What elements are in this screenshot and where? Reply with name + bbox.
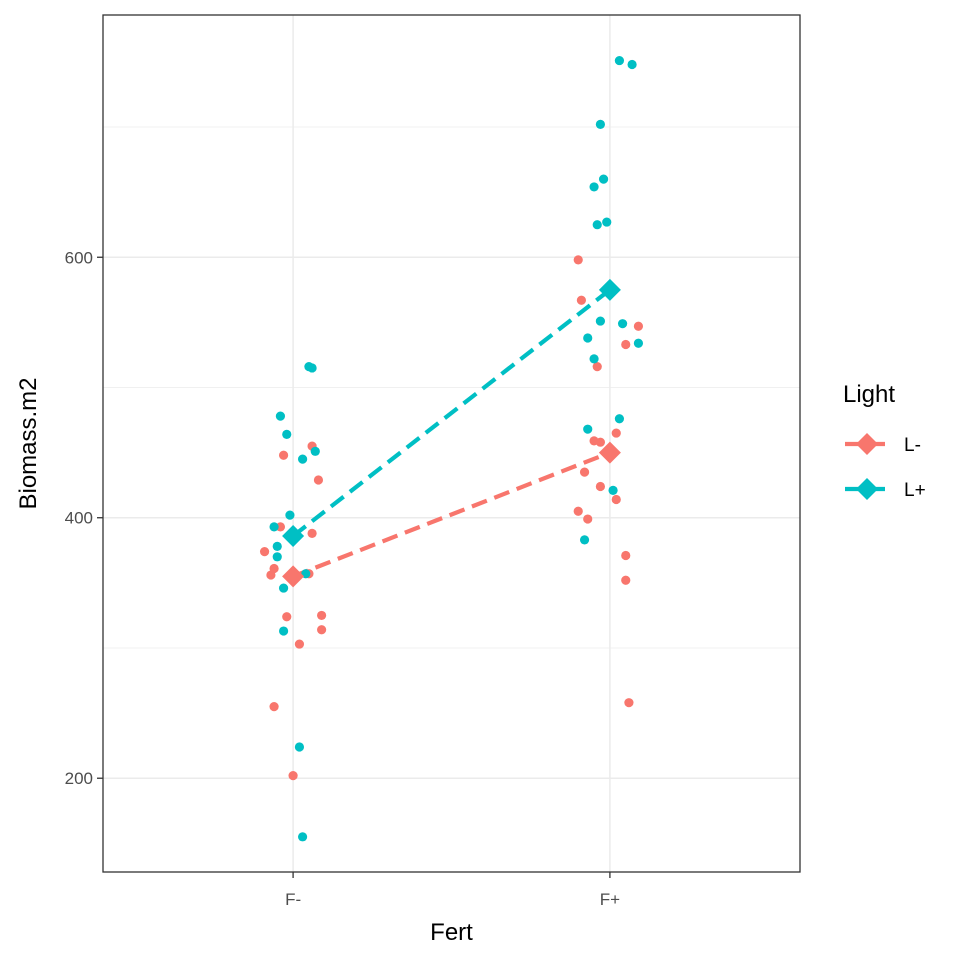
legend-item: L- (845, 433, 921, 456)
mean-marker (598, 278, 621, 301)
data-point (573, 506, 583, 516)
data-point (576, 295, 586, 305)
grid-lines (103, 15, 800, 872)
data-point (313, 475, 324, 485)
data-point (621, 575, 631, 585)
data-point (633, 321, 644, 331)
data-point (317, 625, 327, 635)
panel-border (102, 14, 801, 873)
x-tick-label: F- (285, 890, 301, 909)
data-point (595, 119, 606, 130)
data-point (627, 59, 637, 70)
data-point (583, 514, 593, 524)
mean-marker (282, 565, 305, 588)
legend-label: L- (904, 435, 921, 456)
data-point (583, 424, 593, 434)
data-point (617, 319, 628, 329)
x-tick-label: F+ (600, 890, 620, 909)
data-point (282, 612, 292, 622)
data-point (269, 701, 279, 712)
data-point (602, 217, 612, 227)
x-axis-title: Fert (430, 919, 473, 946)
legend-title: Light (843, 381, 895, 408)
data-point (589, 354, 599, 364)
data-point (278, 583, 289, 593)
data-point (583, 333, 593, 343)
data-point (288, 771, 298, 781)
y-axis: 200 400 600 (65, 248, 103, 788)
data-point (608, 485, 618, 495)
data-point (317, 610, 327, 621)
data-point (595, 437, 606, 447)
data-point (275, 522, 286, 532)
data-point (579, 467, 590, 477)
y-tick-label: 200 (65, 769, 93, 788)
data-point (614, 414, 625, 424)
data-point (294, 742, 305, 752)
mean-marker (598, 441, 621, 464)
data-point (598, 174, 609, 184)
legend-items: L- L+ (845, 433, 926, 501)
data-point (621, 339, 631, 350)
mean-line (291, 288, 612, 538)
y-tick-label: 400 (65, 509, 93, 528)
legend-label: L+ (904, 480, 926, 501)
legend-marker (856, 433, 878, 455)
data-point (614, 55, 625, 66)
data-point (633, 338, 644, 348)
data-point (272, 541, 282, 551)
data-point (285, 510, 295, 520)
data-point (595, 316, 606, 326)
data-point (595, 481, 606, 492)
data-point (307, 363, 317, 373)
data-point (282, 429, 292, 439)
data-point (259, 547, 270, 557)
data-point (307, 528, 317, 538)
data-point (611, 494, 621, 505)
mean-line (292, 450, 611, 579)
data-point (266, 570, 276, 580)
x-axis: F- F+ (285, 872, 620, 909)
data-point (278, 626, 289, 636)
data-points (259, 55, 644, 842)
y-tick-label: 600 (65, 248, 93, 267)
legend: Light L- L+ (843, 381, 926, 501)
data-point (275, 411, 286, 421)
data-point (269, 522, 279, 532)
legend-marker (856, 478, 878, 500)
y-axis-title: Biomass.m2 (15, 377, 42, 509)
data-point (592, 220, 602, 230)
data-point (624, 698, 634, 708)
legend-item: L+ (845, 478, 926, 501)
data-point (573, 255, 583, 265)
data-point (294, 639, 305, 649)
data-point (297, 832, 308, 842)
data-point (579, 535, 590, 545)
data-point (297, 454, 308, 464)
data-point (621, 550, 631, 561)
mean-markers (282, 278, 621, 588)
data-point (611, 428, 621, 438)
mean-marker (282, 524, 305, 547)
data-point (592, 362, 602, 372)
data-point (589, 182, 599, 192)
mean-lines (291, 288, 612, 579)
data-point (272, 552, 282, 562)
data-point (310, 446, 320, 456)
data-point (278, 450, 289, 460)
